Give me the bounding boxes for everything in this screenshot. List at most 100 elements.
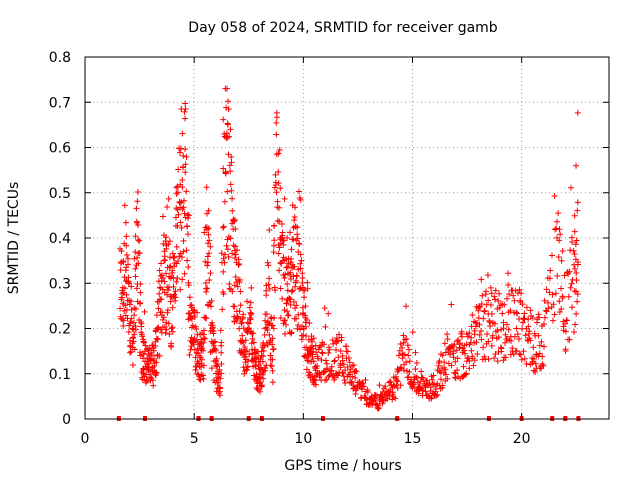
scatter-point — [426, 380, 433, 387]
scatter-point — [152, 369, 159, 376]
scatter-point — [183, 247, 190, 254]
scatter-point — [492, 296, 499, 303]
scatter-point — [568, 184, 575, 191]
scatter-point — [540, 362, 547, 369]
scatter-point — [350, 362, 357, 369]
scatter-point — [487, 284, 494, 291]
scatter-point — [122, 219, 129, 226]
scatter-point — [478, 276, 485, 283]
x-tick-label: 20 — [513, 431, 531, 447]
scatter-point — [178, 224, 185, 231]
scatter-point — [217, 375, 224, 382]
scatter-point — [222, 169, 229, 176]
scatter-point — [552, 290, 559, 297]
scatter-point — [386, 392, 393, 399]
scatter-point — [228, 159, 235, 166]
scatter-point — [397, 382, 404, 389]
scatter-point — [118, 247, 125, 254]
scatter-point — [280, 241, 287, 248]
scatter-point — [158, 277, 165, 284]
scatter-point — [337, 347, 344, 354]
scatter-point — [220, 165, 227, 172]
scatter-point — [260, 347, 267, 354]
scatter-point — [235, 262, 242, 269]
scatter-point — [271, 237, 278, 244]
scatter-point — [488, 342, 495, 349]
scatter-point — [412, 365, 419, 372]
scatter-point — [322, 357, 329, 364]
scatter-point — [149, 377, 156, 384]
scatter-point — [532, 369, 539, 376]
scatter-point — [573, 270, 580, 277]
scatter-point — [225, 151, 232, 158]
scatter-point — [276, 244, 283, 251]
scatter-point — [275, 168, 282, 175]
scatter-point — [264, 259, 271, 266]
scatter-point — [283, 300, 290, 307]
scatter-point — [565, 293, 572, 300]
scatter-point — [571, 212, 578, 219]
y-tick-label: 0.8 — [49, 50, 71, 66]
scatter-point — [312, 377, 319, 384]
scatter-point — [417, 378, 424, 385]
scatter-point — [142, 342, 149, 349]
scatter-point — [436, 368, 443, 375]
scatter-point — [161, 278, 168, 285]
scatter-point — [176, 149, 183, 156]
scatter-point — [120, 322, 127, 329]
scatter-point — [559, 248, 566, 255]
scatter-point — [133, 285, 140, 292]
scatter-point — [127, 318, 134, 325]
scatter-point — [406, 358, 413, 365]
scatter-point — [292, 305, 299, 312]
scatter-point — [229, 250, 236, 257]
scatter-point — [394, 378, 401, 385]
scatter-point — [182, 169, 189, 176]
scatter-point — [163, 234, 170, 241]
scatter-point — [245, 325, 252, 332]
scatter-point — [433, 382, 440, 389]
scatter-point — [267, 362, 274, 369]
scatter-point — [376, 405, 383, 412]
scatter-point — [156, 352, 163, 359]
scatter-point — [160, 274, 167, 281]
scatter-point — [452, 358, 459, 365]
scatter-point — [488, 311, 495, 318]
scatter-point — [216, 366, 223, 373]
scatter-point — [492, 351, 499, 357]
scatter-point — [186, 351, 193, 358]
scatter-point — [496, 290, 503, 297]
scatter-point — [478, 300, 485, 307]
scatter-point — [149, 352, 156, 359]
scatter-point — [345, 355, 352, 362]
scatter-point — [173, 184, 180, 191]
scatter-point — [387, 378, 394, 385]
scatter-point — [137, 299, 144, 306]
scatter-point — [295, 322, 302, 329]
scatter-point — [251, 356, 258, 363]
scatter-point — [428, 394, 435, 401]
scatter-point — [333, 346, 340, 353]
x-tick-label: 0 — [81, 431, 90, 447]
scatter-point — [326, 344, 333, 351]
scatter-point — [410, 381, 417, 388]
scatter-point — [288, 246, 295, 253]
scatter-point — [522, 332, 529, 339]
scatter-point — [573, 277, 580, 284]
scatter-point — [197, 376, 204, 383]
scatter-point — [476, 331, 483, 338]
scatter-point — [218, 370, 225, 377]
scatter-point — [491, 293, 498, 300]
scatter-point — [546, 275, 553, 282]
scatter-point — [188, 316, 195, 323]
scatter-point — [273, 119, 280, 126]
scatter-point — [179, 184, 186, 191]
scatter-point — [203, 315, 210, 322]
scatter-point — [134, 198, 141, 205]
scatter-point — [502, 354, 509, 361]
scatter-point — [231, 254, 238, 261]
scatter-point — [173, 205, 180, 212]
scatter-point — [310, 358, 317, 365]
scatter-point — [248, 310, 255, 317]
scatter-point — [205, 231, 212, 238]
